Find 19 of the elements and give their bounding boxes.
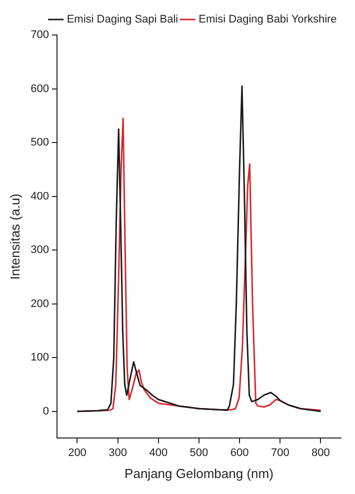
x-tick-label: 200 xyxy=(68,446,86,459)
legend-label: Emisi Daging Babi Yorkshire xyxy=(198,14,337,26)
x-tick-label: 300 xyxy=(108,446,127,459)
x-tick-label: 800 xyxy=(312,446,330,459)
y-axis-title: Intensitas (a.u) xyxy=(7,194,22,280)
y-tick-label: 500 xyxy=(30,136,49,149)
y-tick-label: 200 xyxy=(30,298,49,310)
x-tick-label: 400 xyxy=(149,446,168,459)
y-tick-label: 100 xyxy=(30,352,49,364)
y-tick-label: 700 xyxy=(30,29,49,42)
y-tick-label: 0 xyxy=(42,405,49,418)
legend-label: Emisi Daging Sapi Bali xyxy=(66,14,178,26)
y-tick-label: 600 xyxy=(30,82,49,95)
x-tick-label: 500 xyxy=(190,446,208,459)
x-axis-title: Panjang Gelombang (nm) xyxy=(124,466,274,481)
y-tick-label: 300 xyxy=(30,244,49,256)
x-tick-label: 600 xyxy=(230,446,249,459)
x-tick-label: 700 xyxy=(270,446,290,459)
y-tick-label: 400 xyxy=(30,190,49,202)
